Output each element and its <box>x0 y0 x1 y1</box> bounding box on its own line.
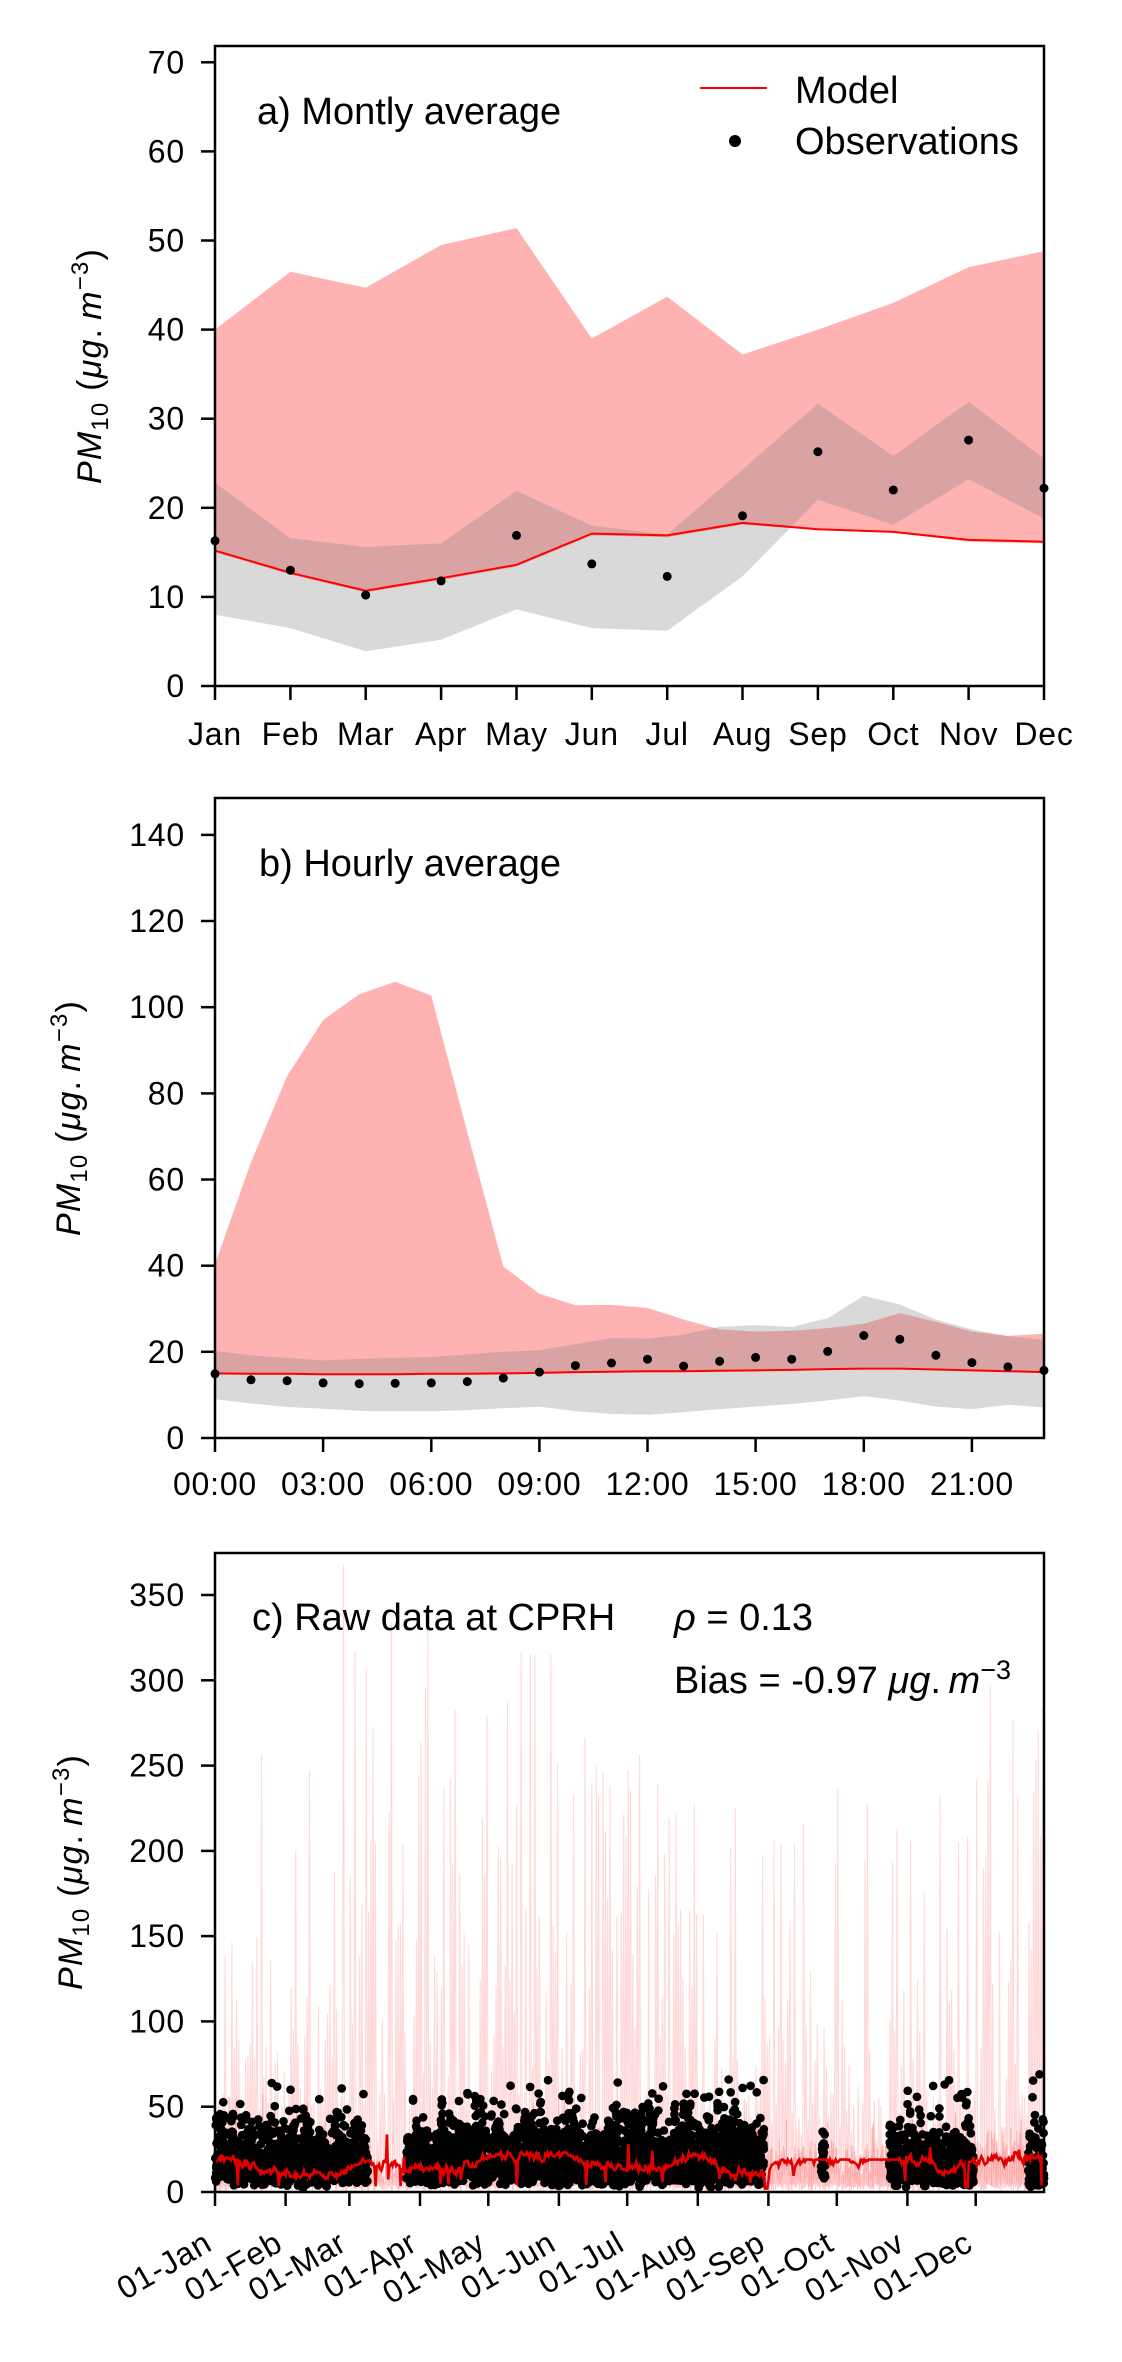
svg-text:May: May <box>485 716 548 752</box>
svg-text:Nov: Nov <box>939 716 998 752</box>
svg-text:09:00: 09:00 <box>497 1466 581 1502</box>
svg-text:PM10 (μg. m−3): PM10 (μg. m−3) <box>48 1754 95 1990</box>
svg-text:350: 350 <box>129 1577 185 1613</box>
svg-text:Bias = -0.97 μg. m−3: Bias = -0.97 μg. m−3 <box>674 1655 1011 1702</box>
svg-text:0: 0 <box>166 2174 185 2210</box>
svg-text:15:00: 15:00 <box>714 1466 798 1502</box>
svg-text:200: 200 <box>129 1833 185 1869</box>
svg-text:80: 80 <box>148 1075 185 1111</box>
svg-text:Jul: Jul <box>646 716 689 752</box>
svg-text:12:00: 12:00 <box>605 1466 689 1502</box>
svg-text:20: 20 <box>148 490 185 526</box>
svg-text:Dec: Dec <box>1014 716 1073 752</box>
svg-text:ρ = 0.13: ρ = 0.13 <box>673 1597 813 1639</box>
svg-text:Observations: Observations <box>795 121 1019 163</box>
svg-text:Mar: Mar <box>337 716 395 752</box>
svg-text:Apr: Apr <box>415 716 467 752</box>
svg-text:150: 150 <box>129 1918 185 1954</box>
svg-text:03:00: 03:00 <box>281 1466 365 1502</box>
svg-text:100: 100 <box>129 989 185 1025</box>
svg-text:120: 120 <box>129 903 185 939</box>
svg-text:0: 0 <box>166 668 185 704</box>
svg-text:50: 50 <box>148 223 185 259</box>
svg-text:a) Montly average: a) Montly average <box>257 91 561 133</box>
svg-text:PM10 (μg. m−3): PM10 (μg. m−3) <box>46 1000 93 1236</box>
svg-text:Sep: Sep <box>788 716 847 752</box>
svg-text:21:00: 21:00 <box>930 1466 1014 1502</box>
svg-text:40: 40 <box>148 312 185 348</box>
svg-text:06:00: 06:00 <box>389 1466 473 1502</box>
svg-text:60: 60 <box>148 1162 185 1198</box>
svg-text:Feb: Feb <box>262 716 320 752</box>
svg-text:140: 140 <box>129 817 185 853</box>
svg-text:10: 10 <box>148 579 185 615</box>
svg-text:Model: Model <box>795 70 899 112</box>
svg-text:00:00: 00:00 <box>173 1466 257 1502</box>
svg-text:c) Raw data at CPRH: c) Raw data at CPRH <box>252 1597 615 1639</box>
svg-text:0: 0 <box>166 1420 185 1456</box>
svg-text:40: 40 <box>148 1248 185 1284</box>
svg-text:PM10 (μg. m−3): PM10 (μg. m−3) <box>67 248 114 484</box>
svg-text:Jan: Jan <box>188 716 242 752</box>
svg-text:20: 20 <box>148 1334 185 1370</box>
svg-text:50: 50 <box>148 2089 185 2125</box>
svg-text:b) Hourly average: b) Hourly average <box>259 843 561 885</box>
svg-text:30: 30 <box>148 401 185 437</box>
svg-text:60: 60 <box>148 133 185 169</box>
svg-text:70: 70 <box>148 44 185 80</box>
svg-text:250: 250 <box>129 1748 185 1784</box>
svg-text:Oct: Oct <box>867 716 919 752</box>
svg-text:Aug: Aug <box>713 716 772 752</box>
svg-text:18:00: 18:00 <box>822 1466 906 1502</box>
svg-text:300: 300 <box>129 1662 185 1698</box>
svg-text:Jun: Jun <box>565 716 619 752</box>
svg-text:100: 100 <box>129 2003 185 2039</box>
